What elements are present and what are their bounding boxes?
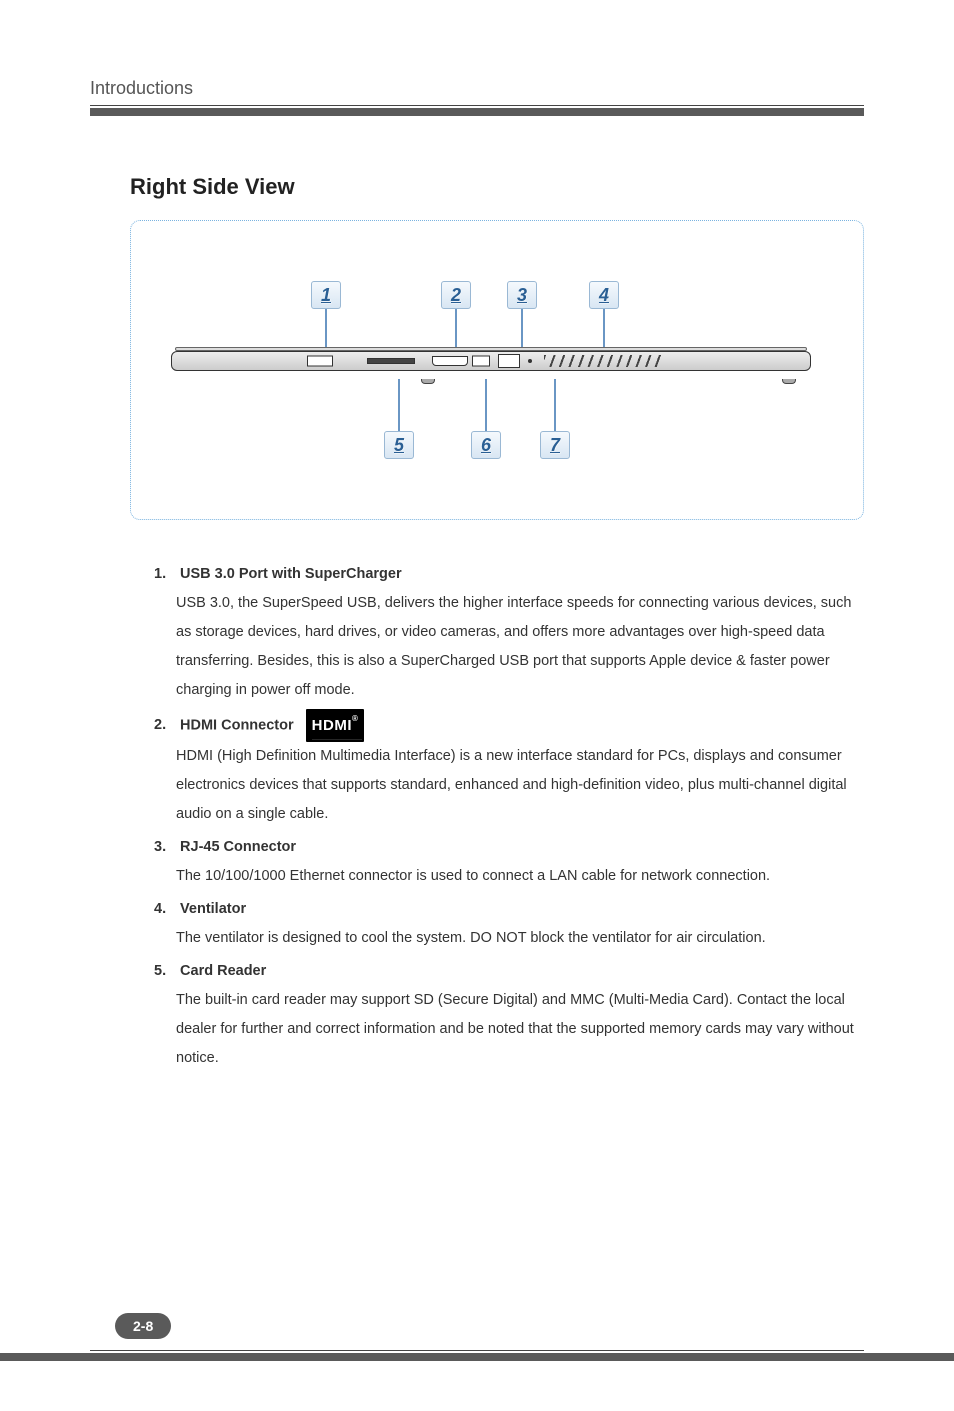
hdmi-tm: ® [352,714,358,723]
desc-num: 1. [154,560,176,589]
footer-rule-thin [90,1350,864,1351]
callout-2: 2 [441,281,471,309]
desc-title: HDMI Connector [180,717,294,733]
header-rule-thin [90,105,864,106]
page-header: Introductions [0,0,954,124]
page-footer: 2-8 [0,1350,954,1361]
port-rj45-icon [498,354,520,368]
callout-5: 5 [384,431,414,459]
desc-title: RJ-45 Connector [180,839,296,855]
desc-num: 3. [154,833,176,862]
header-title: Introductions [90,78,864,99]
callout-4: 4 [589,281,619,309]
port-hdmi-icon [432,356,468,366]
desc-body: HDMI (High Definition Multimedia Interfa… [176,742,864,829]
device-foot [421,379,435,384]
desc-body: The ventilator is designed to cool the s… [176,924,864,953]
device-body [171,351,811,371]
port-card-reader-icon [367,358,415,364]
callout-3: 3 [507,281,537,309]
desc-item-4: 4. Ventilator The ventilator is designed… [154,895,864,953]
desc-title: Card Reader [180,963,266,979]
figure-right-side-view: 1 2 3 4 5 6 [130,220,864,520]
desc-title: USB 3.0 Port with SuperCharger [180,566,402,582]
port-usb-icon [472,356,490,367]
description-list: 1. USB 3.0 Port with SuperCharger USB 3.… [130,560,864,1073]
port-indicator-icon [528,359,532,363]
port-usb-supercharger-icon [307,356,333,367]
header-rule-thick [90,108,864,116]
desc-body: USB 3.0, the SuperSpeed USB, delivers th… [176,589,864,705]
desc-title: Ventilator [180,901,246,917]
page-number-badge: 2-8 [115,1313,171,1339]
device-schematic [171,351,811,379]
desc-item-5: 5. Card Reader The built-in card reader … [154,957,864,1073]
desc-num: 5. [154,957,176,986]
desc-body: The built-in card reader may support SD … [176,986,864,1073]
content: Right Side View 1 2 3 4 [0,124,954,1073]
device-foot [782,379,796,384]
desc-num: 2. [154,711,176,740]
hdmi-logo-icon: HDMI® [306,709,365,742]
callout-6: 6 [471,431,501,459]
callout-7: 7 [540,431,570,459]
desc-item-2: 2. HDMI Connector HDMI® HDMI (High Defin… [154,709,864,829]
hdmi-logo-text: HDMI [312,717,352,734]
leader-7 [554,379,556,431]
footer-rule-thick [0,1353,954,1361]
desc-num: 4. [154,895,176,924]
desc-item-1: 1. USB 3.0 Port with SuperCharger USB 3.… [154,560,864,705]
callout-1: 1 [311,281,341,309]
ventilator-grille-icon [544,355,664,367]
section-title: Right Side View [130,174,864,200]
desc-body: The 10/100/1000 Ethernet connector is us… [176,862,864,891]
leader-5 [398,379,400,431]
desc-item-3: 3. RJ-45 Connector The 10/100/1000 Ether… [154,833,864,891]
leader-6 [485,379,487,431]
